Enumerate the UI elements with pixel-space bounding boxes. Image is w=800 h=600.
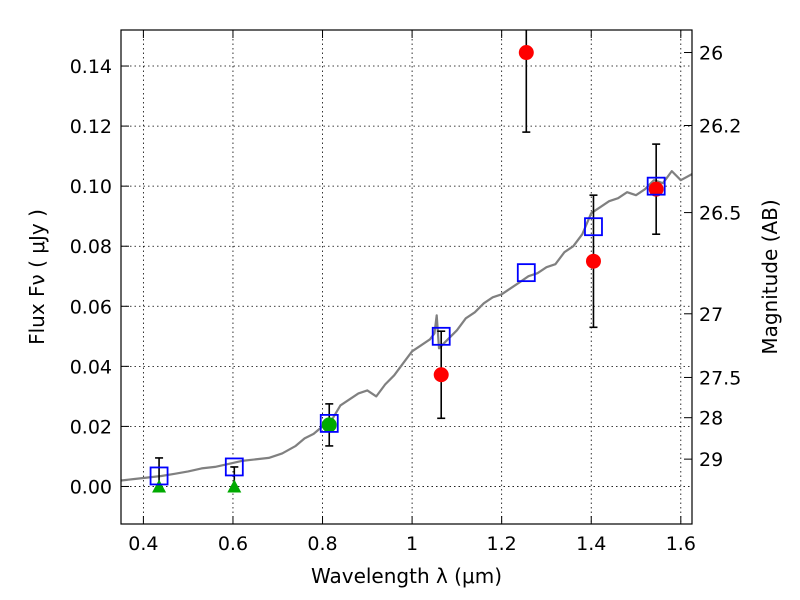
y2-tick-label-4: 27.5 (699, 367, 741, 389)
observed-point-0 (321, 417, 337, 433)
plot-frame (120, 29, 693, 525)
y2-tick-label-3: 27 (699, 304, 723, 326)
synthetic-square-0 (149, 466, 169, 486)
y2-tick-label-1: 26.2 (699, 115, 741, 137)
x-tick-label-5: 1.4 (576, 533, 606, 555)
y2-tick-label-5: 28 (699, 408, 723, 430)
y-tick-label-2: 0.04 (70, 356, 112, 378)
model-spectrum-line (121, 170, 692, 482)
y-tick-label-3: 0.06 (70, 296, 112, 318)
y2-tick-label-0: 26 (699, 43, 723, 65)
x-tick-label-0: 0.4 (128, 533, 158, 555)
plot-content (121, 30, 692, 493)
y2-axis-title: Magnitude (AB) (758, 199, 782, 354)
y2-tick-label-2: 26.5 (699, 203, 741, 225)
synthetic-square-3 (431, 326, 451, 346)
observed-point-1 (433, 367, 449, 383)
x-tick-label-6: 1.6 (666, 533, 696, 555)
y-tick-label-7: 0.14 (70, 56, 112, 78)
x-tick-label-4: 1.2 (487, 533, 517, 555)
tick-labels: 0.4 0.6 0.8 1 1.2 1.4 1.6 0.00 0.02 0.04 0.06 0.08 0… (70, 43, 742, 555)
y-tick-label-4: 0.08 (70, 236, 112, 258)
y-tick-label-5: 0.10 (70, 176, 112, 198)
x-tick-label-2: 0.8 (307, 533, 337, 555)
axes-frame (120, 29, 693, 525)
synthetic-square-5 (584, 217, 603, 237)
upper-limit-triangle-0 (152, 479, 167, 493)
upper-limit-triangle-1 (227, 479, 242, 493)
x-tick-label-1: 0.6 (218, 533, 248, 555)
synthetic-square-6 (646, 176, 666, 196)
y-axis-title: Flux Fν ( μJy ) (25, 209, 49, 345)
observed-point-2 (518, 45, 534, 61)
synthetic-square-4 (516, 263, 536, 283)
grid-lines (121, 30, 692, 524)
y-tick-label-1: 0.02 (70, 416, 112, 438)
synthetic-square-2 (319, 413, 339, 433)
y-tick-label-6: 0.12 (70, 116, 112, 138)
x-tick-label-3: 1 (406, 533, 418, 555)
synthetic-square-1 (224, 457, 244, 477)
ticks (121, 30, 692, 524)
x-axis-title: Wavelength λ (μm) (311, 564, 502, 588)
y2-tick-label-6: 29 (699, 449, 723, 471)
observed-point-4 (648, 181, 664, 197)
y-tick-label-0: 0.00 (70, 476, 112, 498)
observed-point-3 (585, 253, 601, 269)
